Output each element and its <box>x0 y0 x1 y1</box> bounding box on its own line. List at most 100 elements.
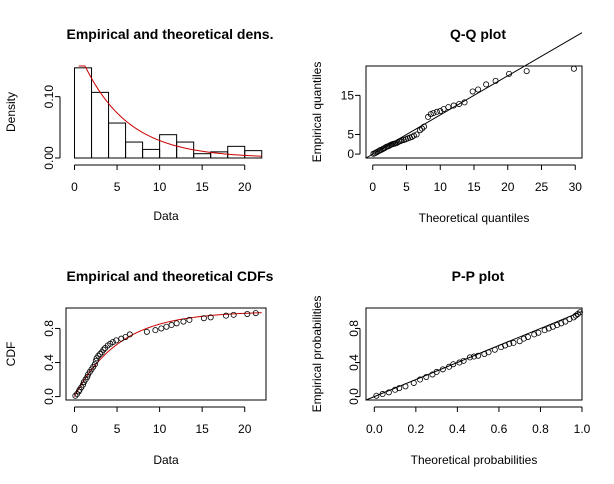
pp-point <box>554 322 561 329</box>
pp-x-tick-label: 0.6 <box>491 422 508 436</box>
pp-y-tick-label: 0.8 <box>347 320 361 337</box>
pp-point <box>506 340 513 347</box>
density-x-tick-label: 10 <box>153 180 167 194</box>
pp-point <box>525 333 532 340</box>
qq-y-tick-label: 5 <box>347 128 354 142</box>
pp-x-tick-label: 0.8 <box>532 422 549 436</box>
qq-point <box>475 86 482 93</box>
cdf-x-tick-label: 10 <box>153 422 167 436</box>
histogram-bar <box>91 91 110 159</box>
cdf-point <box>207 314 214 321</box>
cdf-point <box>158 325 165 332</box>
histogram-bar <box>74 67 93 159</box>
density-y-tick-label: 0.00 <box>42 146 56 170</box>
cdf-x-tick-label: 5 <box>114 422 121 436</box>
density-title: Empirical and theoretical dens. <box>67 26 274 42</box>
qq-point <box>419 125 426 132</box>
cdf-point <box>92 357 99 364</box>
pp-point <box>379 391 386 398</box>
pp-point <box>423 373 430 380</box>
qq-point <box>469 88 476 95</box>
cdf-point <box>80 381 87 388</box>
pp-point <box>450 361 457 368</box>
cdf-point <box>97 350 104 357</box>
pp-point <box>456 359 463 366</box>
cdf-point <box>152 327 159 334</box>
pp-point <box>481 350 488 357</box>
pp-plot-frame <box>365 307 583 401</box>
pp-point <box>385 389 392 396</box>
qq-point <box>450 102 457 109</box>
histogram-bar <box>125 141 144 159</box>
pp-point <box>396 385 403 392</box>
histogram-bar <box>193 153 212 159</box>
pp-point <box>466 354 473 361</box>
pp-point <box>510 339 517 346</box>
pp-point <box>410 379 417 386</box>
cdf-point <box>84 373 91 380</box>
cdf-point <box>163 323 170 330</box>
qq-point <box>437 108 444 115</box>
pp-point <box>433 368 440 375</box>
density-x-axis: 0 5 10 15 20 <box>71 164 252 194</box>
qq-point <box>413 131 420 138</box>
pp-title: P-P plot <box>452 268 505 284</box>
qq-x-tick-label: 0 <box>369 180 376 194</box>
pp-x-axis: 0.0 0.2 0.4 0.6 0.8 1.0 <box>366 406 591 436</box>
pp-marks <box>365 309 583 401</box>
pp-x-tick-label: 0.0 <box>366 422 383 436</box>
qq-point <box>421 123 428 130</box>
pp-panel: P-P plot Theoretical probabilities Empiric… <box>310 268 591 467</box>
pp-point <box>392 386 399 393</box>
cdf-panel: Empirical and theoretical CDFs Data CDF 0 5 1… <box>4 268 274 467</box>
pp-y-axis: 0.0 0.4 0.8 <box>347 320 361 405</box>
pp-point <box>574 310 581 317</box>
density-panel: Empirical and theoretical dens. Data Densi… <box>4 26 273 223</box>
qq-point <box>427 111 434 118</box>
qq-point <box>397 138 404 145</box>
pp-point <box>531 331 538 338</box>
pp-point <box>541 327 548 334</box>
pp-point <box>439 366 446 373</box>
pp-point <box>576 309 583 316</box>
pp-reference-line <box>365 310 583 401</box>
qq-x-tick-label: 15 <box>467 180 481 194</box>
density-y-axis-label: Density <box>4 92 18 132</box>
cdf-point <box>126 331 133 338</box>
pp-point <box>460 357 467 364</box>
histogram-bar <box>244 150 263 159</box>
qq-x-tick-label: 25 <box>535 180 549 194</box>
cdf-point <box>180 318 187 325</box>
qq-plot-frame <box>365 65 583 159</box>
pp-y-tick-label: 0.0 <box>347 388 361 405</box>
cdf-point <box>252 310 259 317</box>
histogram-bar <box>108 122 127 159</box>
pp-point <box>520 335 527 342</box>
pp-y-axis-label: Empirical probabilities <box>310 296 324 413</box>
cdf-x-tick-label: 0 <box>71 422 78 436</box>
qq-y-axis-label: Empirical quantiles <box>310 62 324 163</box>
pp-x-axis-label: Theoretical probabilities <box>411 453 538 467</box>
qq-title: Q-Q plot <box>450 26 506 42</box>
cdf-point <box>122 333 129 340</box>
histogram-bar <box>227 145 246 159</box>
pp-point <box>402 383 409 390</box>
cdf-y-axis: 0.0 0.4 0.8 <box>42 320 61 405</box>
density-x-tick-label: 15 <box>195 180 209 194</box>
cdf-point <box>72 392 79 399</box>
cdf-marks <box>72 310 262 399</box>
qq-point <box>433 108 440 115</box>
pp-x-tick-label: 0.2 <box>408 422 425 436</box>
qq-point <box>570 65 577 72</box>
density-y-axis: 0.00 0.10 <box>42 85 61 170</box>
qq-point <box>386 142 393 149</box>
cdf-title: Empirical and theoretical CDFs <box>67 268 274 284</box>
cdf-x-axis: 0 5 10 15 20 <box>71 406 252 436</box>
pp-point <box>549 323 556 330</box>
pp-x-tick-label: 0.4 <box>449 422 466 436</box>
qq-point <box>523 68 530 75</box>
cdf-point <box>173 320 180 327</box>
pp-point <box>545 325 552 332</box>
pp-point <box>470 353 477 360</box>
qq-y-tick-label: 0 <box>347 147 354 161</box>
